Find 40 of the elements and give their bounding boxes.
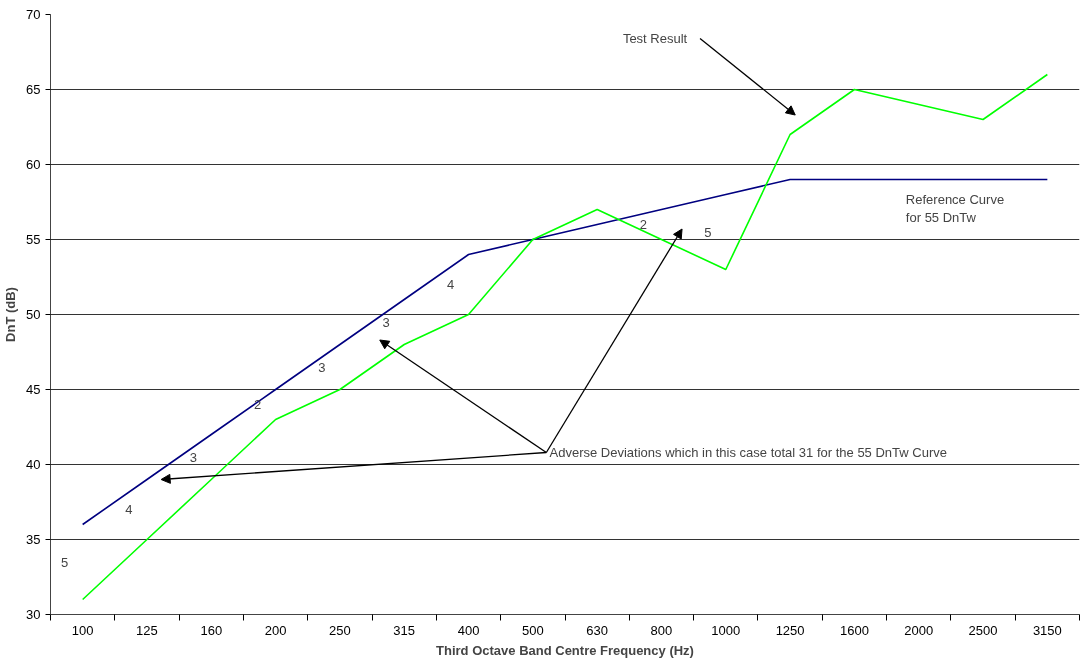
x-tick-label: 125 — [136, 622, 158, 638]
x-tick-label: 315 — [393, 622, 416, 638]
line-series — [81, 73, 1049, 601]
y-tick-label: 70 — [26, 7, 41, 22]
x-tick-label: 250 — [329, 622, 351, 638]
x-tick-label: 1250 — [775, 622, 805, 638]
x-axis-title: Third Octave Band Centre Frequency (Hz) — [436, 642, 694, 658]
y-tick-label: 35 — [26, 532, 41, 547]
annotation: Adverse Deviations which in this case total 31 for the 55 DnTw Curve — [549, 445, 947, 460]
x-tick-label: 630 — [586, 622, 609, 638]
y-tick-label: 45 — [26, 382, 41, 397]
x-tick-label: 2500 — [968, 622, 998, 638]
x-tick-label: 800 — [650, 622, 673, 638]
x-tick-label: 2000 — [904, 622, 934, 638]
line-series — [81, 178, 1049, 526]
x-tick-label: 200 — [264, 622, 287, 638]
x-tick-label: 160 — [200, 622, 223, 638]
x-tick-label: 3150 — [1032, 622, 1062, 638]
x-tick-label: 1600 — [839, 622, 869, 638]
text: Test Result — [622, 31, 688, 46]
annotation: 4 — [446, 277, 455, 292]
annotation: 2 — [639, 217, 648, 232]
y-tick-label: 65 — [26, 82, 41, 97]
x-tick-label: 1000 — [711, 622, 741, 638]
y-axis-title: DnT (dB) — [3, 287, 19, 342]
annotation: 4 — [125, 502, 133, 517]
x-tick-label: 400 — [457, 622, 480, 638]
y-tick-label: 50 — [26, 307, 41, 322]
y-tick-label: 30 — [26, 607, 41, 622]
annotation: 3 — [318, 359, 326, 375]
annotation: 5 — [61, 554, 69, 570]
y-tick-label: 40 — [26, 457, 41, 472]
annotation: 3 — [189, 449, 197, 465]
x-tick-label: 500 — [522, 622, 544, 638]
annotation: 5 — [704, 224, 712, 240]
series-label: Reference Curve for 55 DnTw — [905, 191, 1005, 225]
y-tick-label: 60 — [26, 157, 41, 172]
annotation: 3 — [382, 314, 390, 330]
y-tick-label: 55 — [26, 232, 41, 247]
x-tick-label: 100 — [71, 622, 94, 638]
